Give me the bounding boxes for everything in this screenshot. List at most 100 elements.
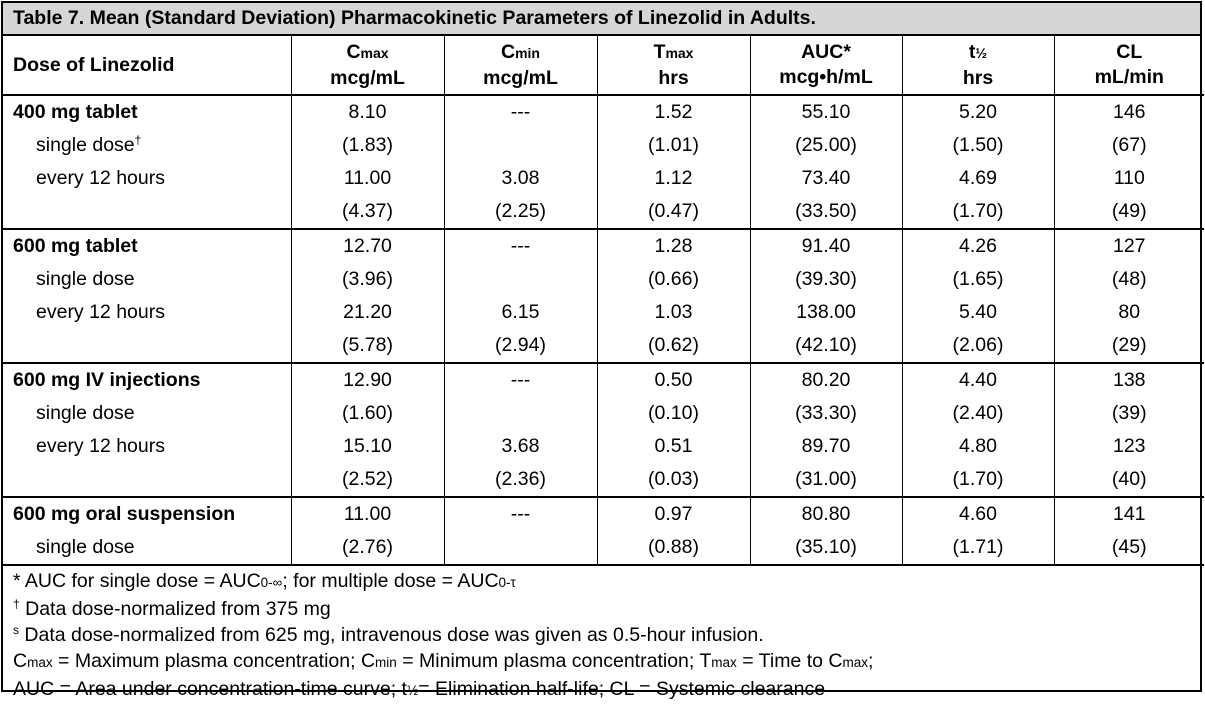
- footnote-mark: †: [134, 133, 142, 147]
- table-cell: [443, 263, 597, 296]
- table-cell: [443, 397, 597, 430]
- table-cell: 138.00: [749, 296, 902, 329]
- table-row: (5.78) (2.94) (0.62) (42.10) (2.06) (29): [3, 329, 1204, 364]
- table-cell: 21.20: [290, 296, 444, 329]
- table-cell: (2.25): [443, 195, 597, 230]
- table-cell: (2.40): [901, 397, 1054, 430]
- table-cell: 4.60: [901, 497, 1054, 531]
- table-cell: (2.06): [901, 329, 1054, 364]
- table-cell: 4.26: [901, 229, 1054, 263]
- table-cell: (40): [1053, 463, 1204, 498]
- table-cell: 5.40: [901, 296, 1054, 329]
- table-cell: 3.68: [443, 430, 597, 463]
- table-row: 600 mg oral suspension 11.00 --- 0.97 80.80 4…: [3, 497, 1204, 531]
- table-cell: (0.47): [596, 195, 750, 230]
- header-tmax: Tmax hrs: [596, 36, 750, 96]
- table-cell: 80.20: [749, 363, 902, 397]
- table-cell: 11.00: [290, 497, 444, 531]
- header-row: Dose of Linezolid Cmax mcg/mL Cmin mcg/m…: [3, 36, 1204, 96]
- table-cell: 5.20: [901, 95, 1054, 129]
- table-row: 600 mg tablet 12.70 --- 1.28 91.40 4.26 127: [3, 229, 1204, 263]
- table-cell: (2.94): [443, 329, 597, 364]
- table-cell: (35.10): [749, 531, 902, 566]
- table-cell: (39): [1053, 397, 1204, 430]
- row-label: single dose: [36, 402, 135, 424]
- group-label: 600 mg IV injections: [13, 369, 201, 391]
- table-cell: 8.10: [290, 95, 444, 129]
- table-cell: 4.80: [901, 430, 1054, 463]
- table-cell: 127: [1053, 229, 1204, 263]
- table-cell: (2.52): [290, 463, 444, 498]
- table-cell: 15.10: [290, 430, 444, 463]
- header-dose: Dose of Linezolid: [3, 36, 291, 96]
- table-cell: (67): [1053, 129, 1204, 162]
- table-cell: 91.40: [749, 229, 902, 263]
- row-label: every 12 hours: [36, 301, 165, 323]
- table-cell: 1.52: [596, 95, 750, 129]
- table-cell: (1.70): [901, 195, 1054, 230]
- table-cell: (1.01): [596, 129, 750, 162]
- row-label: single dose†: [36, 133, 142, 156]
- table-cell: 0.97: [596, 497, 750, 531]
- footnote-definitions-1: Cmax = Maximum plasma concentration; Cmi…: [13, 650, 874, 672]
- table-row: single dose† (1.83) (1.01) (25.00) (1.50) (67…: [3, 129, 1204, 162]
- table-row: (4.37) (2.25) (0.47) (33.50) (1.70) (49): [3, 195, 1204, 230]
- table-row: 400 mg tablet 8.10 --- 1.52 55.10 5.20 146: [3, 95, 1204, 129]
- group-label: 600 mg tablet: [13, 235, 138, 257]
- row-label: every 12 hours: [36, 435, 165, 457]
- table-cell: [443, 129, 597, 162]
- footnote-definitions-2: AUC = Area under concentration-time curv…: [13, 678, 826, 700]
- table-cell: ---: [443, 95, 597, 129]
- table-row: single dose (1.60) (0.10) (33.30) (2.40) (39): [3, 397, 1204, 430]
- table-cell: 12.90: [290, 363, 444, 397]
- table-cell: 1.28: [596, 229, 750, 263]
- table-cell: 89.70: [749, 430, 902, 463]
- table-cell: (1.50): [901, 129, 1054, 162]
- table-cell: (0.10): [596, 397, 750, 430]
- table-cell: (45): [1053, 531, 1204, 566]
- table-cell: (0.88): [596, 531, 750, 566]
- table-cell: (49): [1053, 195, 1204, 230]
- table-cell: 55.10: [749, 95, 902, 129]
- table-cell: (33.50): [749, 195, 902, 230]
- table-cell: 11.00: [290, 162, 444, 195]
- table-cell: (31.00): [749, 463, 902, 498]
- footnotes: * AUC for single dose = AUC0-∞; for mult…: [3, 566, 1200, 704]
- table-cell: (3.96): [290, 263, 444, 296]
- table-cell: (0.66): [596, 263, 750, 296]
- table-row: single dose (3.96) (0.66) (39.30) (1.65) (48): [3, 263, 1204, 296]
- table-cell: ---: [443, 229, 597, 263]
- table-cell: 4.69: [901, 162, 1054, 195]
- table-cell: 6.15: [443, 296, 597, 329]
- row-label: single dose: [36, 268, 135, 290]
- table-cell: 141: [1053, 497, 1204, 531]
- table-cell: (39.30): [749, 263, 902, 296]
- header-auc: AUC* mcg•h/mL: [749, 36, 902, 96]
- group-label: 600 mg oral suspension: [13, 503, 236, 525]
- table-cell: (1.65): [901, 263, 1054, 296]
- footnote-iv: s Data dose-normalized from 625 mg, intr…: [13, 623, 764, 646]
- table-title: Table 7. Mean (Standard Deviation) Pharm…: [3, 3, 1200, 36]
- table-cell: (0.03): [596, 463, 750, 498]
- header-thalf: t½ hrs: [901, 36, 1054, 96]
- table-cell: 80: [1053, 296, 1204, 329]
- table-cell: 0.51: [596, 430, 750, 463]
- table-cell: (33.30): [749, 397, 902, 430]
- header-cl: CL mL/min: [1053, 36, 1204, 96]
- table-cell: (1.83): [290, 129, 444, 162]
- table-cell: 146: [1053, 95, 1204, 129]
- table-cell: (5.78): [290, 329, 444, 364]
- table-cell: 80.80: [749, 497, 902, 531]
- table-cell: (0.62): [596, 329, 750, 364]
- footnote-auc: * AUC for single dose = AUC0-∞; for mult…: [13, 570, 516, 592]
- table-cell: ---: [443, 363, 597, 397]
- table-cell: 0.50: [596, 363, 750, 397]
- table-cell: 1.03: [596, 296, 750, 329]
- table-cell: (1.70): [901, 463, 1054, 498]
- table-cell: 1.12: [596, 162, 750, 195]
- table-row: every 12 hours 21.20 6.15 1.03 138.00 5.40 80: [3, 296, 1204, 329]
- table-cell: 110: [1053, 162, 1204, 195]
- table-cell: (4.37): [290, 195, 444, 230]
- table-row: 600 mg IV injections 12.90 --- 0.50 80.20 4.4…: [3, 363, 1204, 397]
